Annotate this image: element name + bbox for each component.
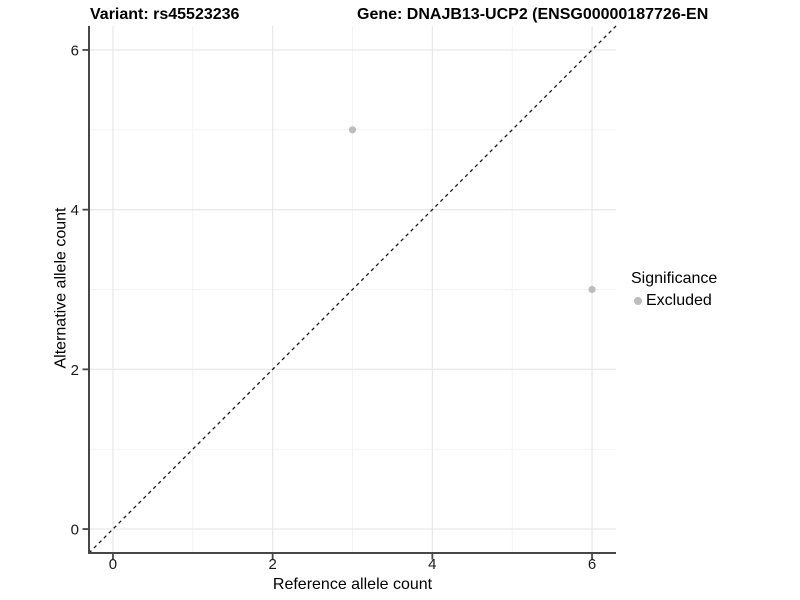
legend-item-label: Excluded	[646, 292, 712, 309]
x-tick-label: 4	[428, 556, 436, 573]
plot-title-gene: Gene: DNAJB13-UCP2 (ENSG00000187726-EN	[357, 6, 709, 23]
x-axis-title: Reference allele count	[272, 576, 433, 593]
legend: Significance Excluded	[631, 271, 717, 309]
legend-title: Significance	[631, 270, 718, 287]
x-tick-label: 6	[588, 556, 596, 573]
y-tick-label: 4	[71, 202, 79, 219]
y-tick-label: 6	[71, 42, 79, 59]
y-axis-title: Alternative allele count	[52, 207, 70, 369]
data-point	[588, 285, 596, 294]
excluded-marker-icon	[634, 297, 642, 305]
x-tick-label: 0	[109, 556, 117, 573]
y-tick-label: 2	[71, 362, 79, 379]
legend-item-excluded: Excluded	[634, 293, 717, 309]
x-tick-label: 2	[268, 556, 276, 573]
plot-title-variant: Variant: rs45523236	[90, 6, 240, 23]
y-tick-label: 0	[71, 522, 79, 539]
identity-dashed-line	[88, 25, 617, 554]
data-point	[348, 126, 357, 134]
